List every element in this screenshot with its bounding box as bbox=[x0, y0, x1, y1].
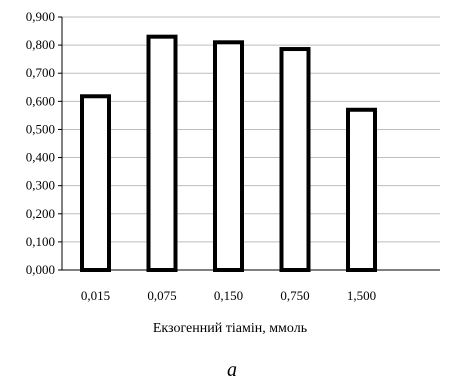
bars bbox=[80, 34, 377, 273]
y-tick-label: 0,800 bbox=[26, 37, 55, 52]
x-tick-label: 0,750 bbox=[280, 288, 309, 303]
y-tick-label: 0,000 bbox=[26, 262, 55, 277]
y-tick-label: 0,900 bbox=[26, 9, 55, 24]
figure-caption: а bbox=[227, 359, 237, 378]
y-tick-label: 0,600 bbox=[26, 93, 55, 108]
y-tick-label: 0,200 bbox=[26, 206, 55, 221]
bar bbox=[279, 47, 311, 273]
bar bbox=[213, 40, 244, 272]
bar bbox=[346, 107, 377, 273]
y-tick-labels: 0,000 0,100 0,200 0,300 0,400 0,500 0,600 0,700… bbox=[26, 9, 62, 277]
bar bbox=[80, 94, 111, 272]
x-tick-label: 1,500 bbox=[347, 288, 376, 303]
x-tick-label: 0,075 bbox=[147, 288, 176, 303]
y-tick-label: 0,100 bbox=[26, 234, 55, 249]
y-tick-label: 0,400 bbox=[26, 150, 55, 165]
y-tick-label: 0,300 bbox=[26, 178, 55, 193]
x-axis-label: Екзогенний тіамін, ммоль bbox=[153, 321, 307, 336]
x-tick-label: 0,150 bbox=[214, 288, 243, 303]
bar bbox=[146, 34, 178, 272]
grid-lines bbox=[62, 16, 440, 243]
x-tick-labels: 0,015 0,075 0,150 0,750 1,500 bbox=[81, 288, 376, 303]
x-tick-label: 0,015 bbox=[81, 288, 110, 303]
y-tick-label: 0,700 bbox=[26, 65, 55, 80]
y-tick-label: 0,500 bbox=[26, 121, 55, 136]
